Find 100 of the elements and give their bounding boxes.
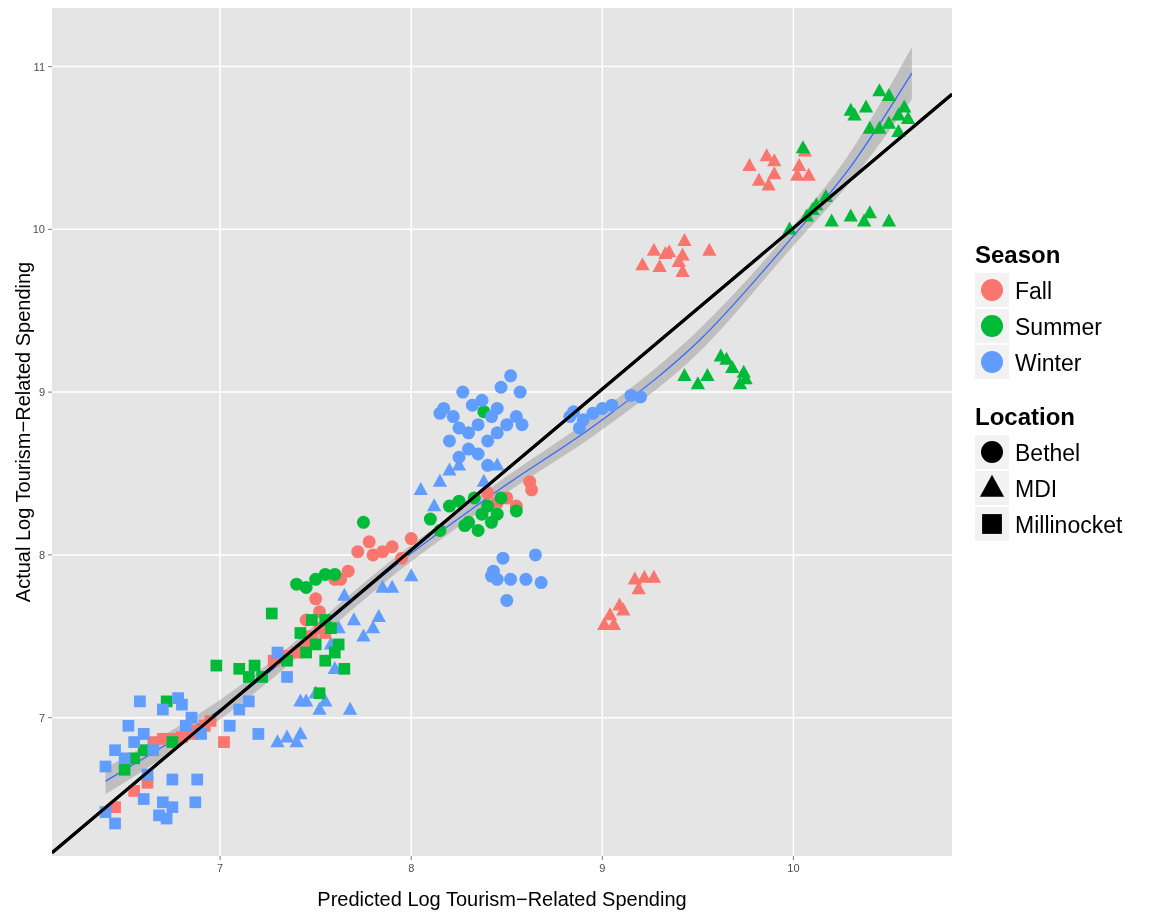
x-tick-label: 8 [408, 862, 415, 874]
point [337, 587, 352, 601]
x-tick-label: 7 [217, 862, 224, 874]
point [494, 380, 508, 394]
point [525, 483, 539, 497]
point [279, 729, 295, 743]
point [690, 376, 706, 390]
point [490, 507, 504, 521]
text: Millinocket [1015, 512, 1123, 538]
point [494, 491, 508, 505]
point [356, 515, 370, 529]
point [318, 693, 333, 707]
point [513, 385, 527, 399]
point [602, 607, 618, 621]
point [270, 734, 285, 748]
point [371, 608, 386, 622]
point [824, 213, 839, 227]
point [675, 247, 690, 261]
point [767, 166, 782, 180]
x-tick-label: 9 [599, 862, 606, 874]
point [156, 796, 169, 809]
point [442, 499, 456, 513]
point [509, 504, 523, 518]
point [293, 693, 308, 707]
point [897, 99, 912, 113]
point [281, 671, 293, 683]
point [118, 763, 131, 776]
point [300, 646, 312, 659]
point [351, 545, 365, 559]
point [458, 519, 472, 533]
point [534, 576, 548, 590]
point [481, 499, 495, 513]
y-axis-title: Actual Log Tourism−Related Spending [12, 261, 34, 603]
x-tick-label: 10 [787, 862, 800, 874]
point [242, 695, 255, 708]
point [118, 752, 131, 765]
point [442, 462, 457, 476]
point [605, 398, 619, 412]
point [702, 242, 717, 256]
point [452, 494, 466, 508]
x-axis-title: Predicted Log Tourism−Related Spending [317, 888, 687, 910]
point [423, 512, 437, 526]
point [365, 620, 381, 634]
legend-label: Fall [1015, 278, 1053, 304]
point [862, 120, 877, 134]
point [191, 773, 204, 786]
point [313, 687, 326, 700]
point [122, 719, 135, 732]
point [309, 572, 323, 586]
point [319, 654, 332, 667]
point [384, 579, 400, 593]
point [881, 115, 897, 129]
point [572, 421, 586, 435]
point [137, 793, 150, 805]
point [519, 572, 533, 586]
point [242, 671, 255, 683]
point [342, 701, 358, 715]
point [481, 458, 495, 472]
point [185, 711, 198, 724]
y-tick-label: 8 [38, 548, 45, 561]
text: Location [975, 403, 1075, 430]
point [700, 368, 715, 382]
point [362, 535, 376, 549]
point [233, 703, 246, 716]
point [328, 567, 342, 581]
point [677, 232, 692, 246]
point [843, 208, 858, 222]
point [751, 172, 767, 186]
point [299, 580, 313, 594]
y-tick-label: 7 [38, 711, 45, 724]
point [413, 481, 428, 495]
point [312, 701, 327, 715]
point [872, 83, 887, 97]
legend-label: Winter [1015, 350, 1082, 376]
point [218, 736, 230, 748]
point [109, 744, 121, 757]
point [147, 744, 160, 757]
point [881, 213, 897, 227]
point [404, 532, 418, 546]
point [504, 369, 518, 383]
point [858, 99, 874, 113]
point [385, 540, 399, 554]
point [233, 662, 246, 675]
point [452, 450, 466, 464]
point [356, 628, 371, 642]
point [432, 473, 448, 487]
point [504, 572, 518, 586]
point [646, 569, 662, 583]
point [306, 614, 318, 626]
point [862, 205, 877, 219]
point [900, 110, 916, 124]
point [742, 158, 757, 172]
point [801, 167, 816, 181]
point [490, 401, 504, 415]
y-tick-label: 11 [33, 60, 45, 73]
point [210, 659, 223, 672]
point [462, 426, 476, 440]
point [252, 728, 265, 740]
legend-title: Season [975, 241, 1061, 268]
point [528, 548, 542, 562]
